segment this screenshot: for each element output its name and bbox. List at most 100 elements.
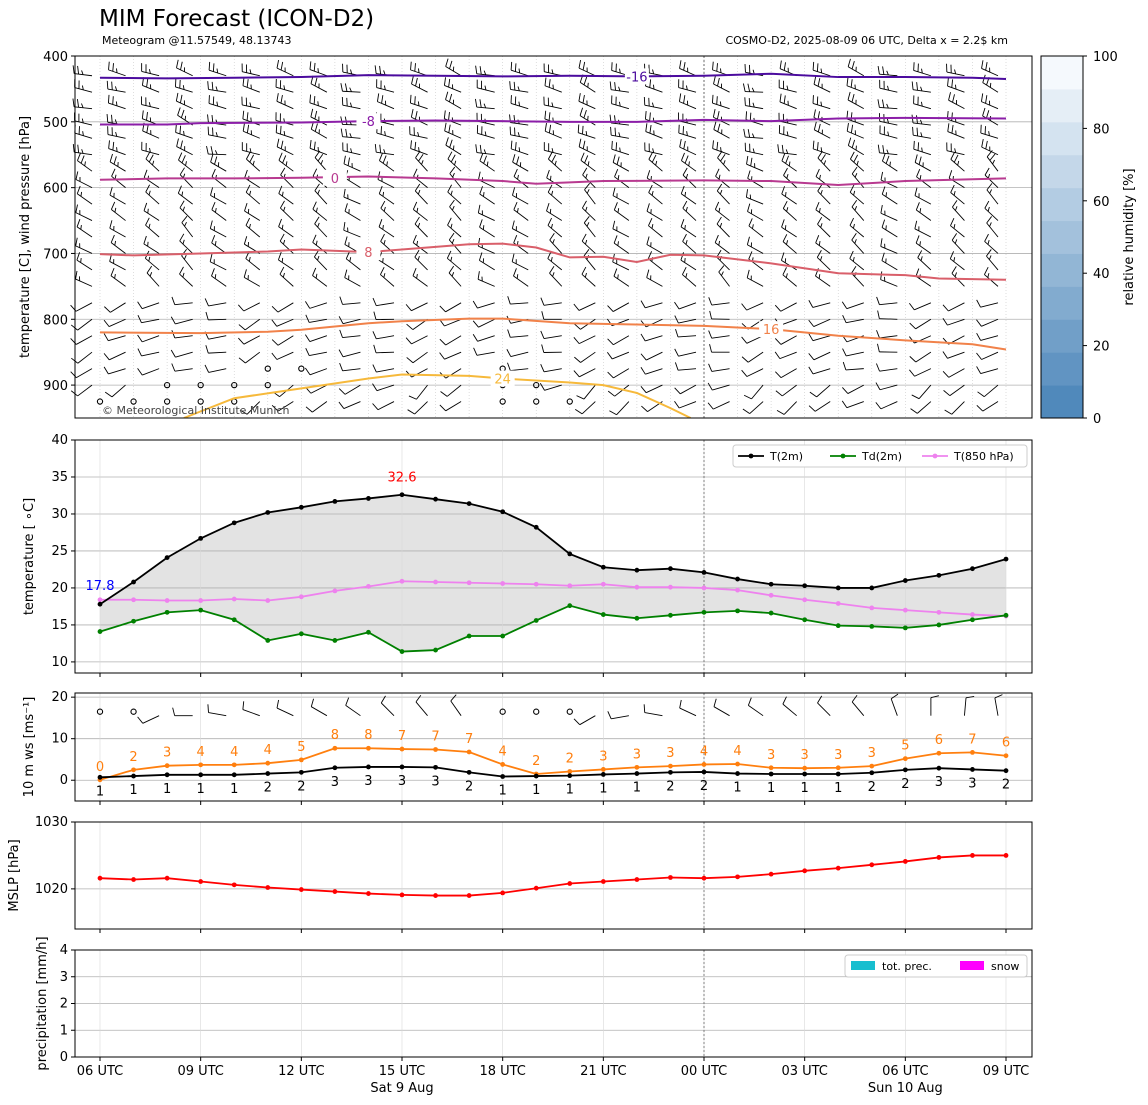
barb-flag — [723, 160, 726, 165]
barb-flag — [683, 62, 686, 71]
barb-flag — [917, 250, 923, 258]
colorbar-step — [1041, 319, 1083, 353]
wind-barb — [171, 330, 193, 339]
barb-flag — [745, 111, 748, 120]
barb-flag — [484, 85, 487, 91]
barb-shaft — [277, 302, 294, 313]
barb-shaft — [110, 242, 126, 254]
barb-shaft — [111, 384, 126, 398]
gust-label: 5 — [297, 740, 305, 755]
barb-flag — [271, 319, 278, 327]
barb-flag — [908, 302, 915, 311]
barb-shaft — [948, 302, 965, 312]
barb-flag — [851, 199, 858, 208]
barb-flag — [985, 110, 990, 119]
gust-point — [567, 769, 573, 774]
barb-flag — [713, 75, 716, 85]
barb-flag — [781, 219, 785, 228]
t850-point — [366, 584, 371, 589]
barb-flag — [850, 124, 854, 134]
barb-flag — [619, 68, 621, 74]
barb-flag — [204, 364, 210, 373]
windspeed-point — [466, 769, 472, 775]
wind-barb — [674, 362, 697, 371]
wind-barb — [708, 330, 730, 339]
calm-wind-mark — [566, 398, 573, 405]
barb-flag — [817, 216, 823, 225]
windspeed-point — [634, 771, 640, 776]
wind-barb — [976, 318, 999, 327]
barb-flag — [509, 81, 511, 90]
wind-barb — [75, 270, 93, 287]
wind-barb — [475, 144, 495, 156]
barb-shaft — [142, 715, 160, 724]
barb-shaft — [880, 401, 898, 410]
barb-flag — [775, 371, 782, 378]
barb-flag — [276, 93, 279, 102]
td2m-point — [735, 608, 740, 614]
wind-barb — [539, 383, 562, 391]
barb-flag — [310, 698, 315, 707]
barb-flag — [477, 204, 481, 214]
barb-flag — [317, 101, 319, 106]
wind-barb — [343, 222, 361, 238]
barb-shaft — [76, 193, 93, 205]
barb-flag — [651, 102, 655, 108]
barb-flag — [376, 93, 380, 102]
barb-flag — [239, 409, 248, 415]
barb-shaft — [544, 384, 562, 391]
barb-flag — [552, 272, 555, 277]
gust-label: 4 — [733, 744, 741, 759]
wind-barb — [238, 318, 261, 331]
barb-shaft — [947, 318, 965, 326]
t2m-point — [366, 496, 371, 501]
barb-shaft — [851, 272, 865, 287]
barb-flag — [582, 140, 586, 149]
barb-flag — [915, 202, 920, 211]
barb-flag — [445, 58, 449, 67]
wind-barb — [447, 151, 462, 172]
wind-barb — [946, 63, 965, 77]
barb-flag — [243, 236, 248, 245]
windspeed-point — [701, 769, 707, 775]
barb-flag — [383, 70, 386, 75]
wind-barb — [915, 202, 932, 221]
barb-shaft — [880, 212, 898, 221]
barb-flag — [280, 167, 286, 176]
calm-wind-mark — [499, 398, 506, 405]
t2m-point — [735, 576, 740, 582]
barb-shaft — [782, 384, 797, 397]
barb-flag — [550, 223, 553, 229]
wind-barb — [109, 153, 126, 172]
barb-flag — [344, 269, 348, 278]
barb-shaft — [450, 700, 462, 716]
barb-shaft — [817, 702, 831, 717]
windspeed-point — [97, 774, 103, 780]
wind-barb — [817, 216, 831, 238]
barb-flag — [952, 94, 955, 103]
barb-flag — [372, 297, 377, 306]
wind-barb — [607, 302, 630, 312]
barb-flag — [618, 86, 621, 92]
barb-flag — [113, 156, 117, 165]
barb-flag — [849, 250, 854, 259]
barb-flag — [948, 92, 951, 101]
wind-barb — [986, 183, 999, 205]
barb-flag — [541, 344, 545, 353]
barb-shaft — [416, 384, 428, 400]
t2m-point — [1003, 556, 1009, 562]
windspeed-point — [433, 764, 438, 770]
barb-flag — [649, 79, 652, 88]
barb-flag — [846, 77, 849, 86]
wind-barb — [812, 61, 831, 77]
barb-flag — [181, 155, 186, 164]
barb-flag — [317, 222, 320, 228]
legend-label: Td(2m) — [861, 450, 902, 463]
barb-flag — [785, 273, 788, 278]
mslp-point — [533, 885, 539, 891]
panel-frame — [74, 949, 1033, 1058]
barb-flag — [981, 60, 984, 69]
barb-flag — [853, 190, 856, 196]
wind-barb — [581, 200, 596, 221]
wind-barb — [211, 201, 227, 221]
